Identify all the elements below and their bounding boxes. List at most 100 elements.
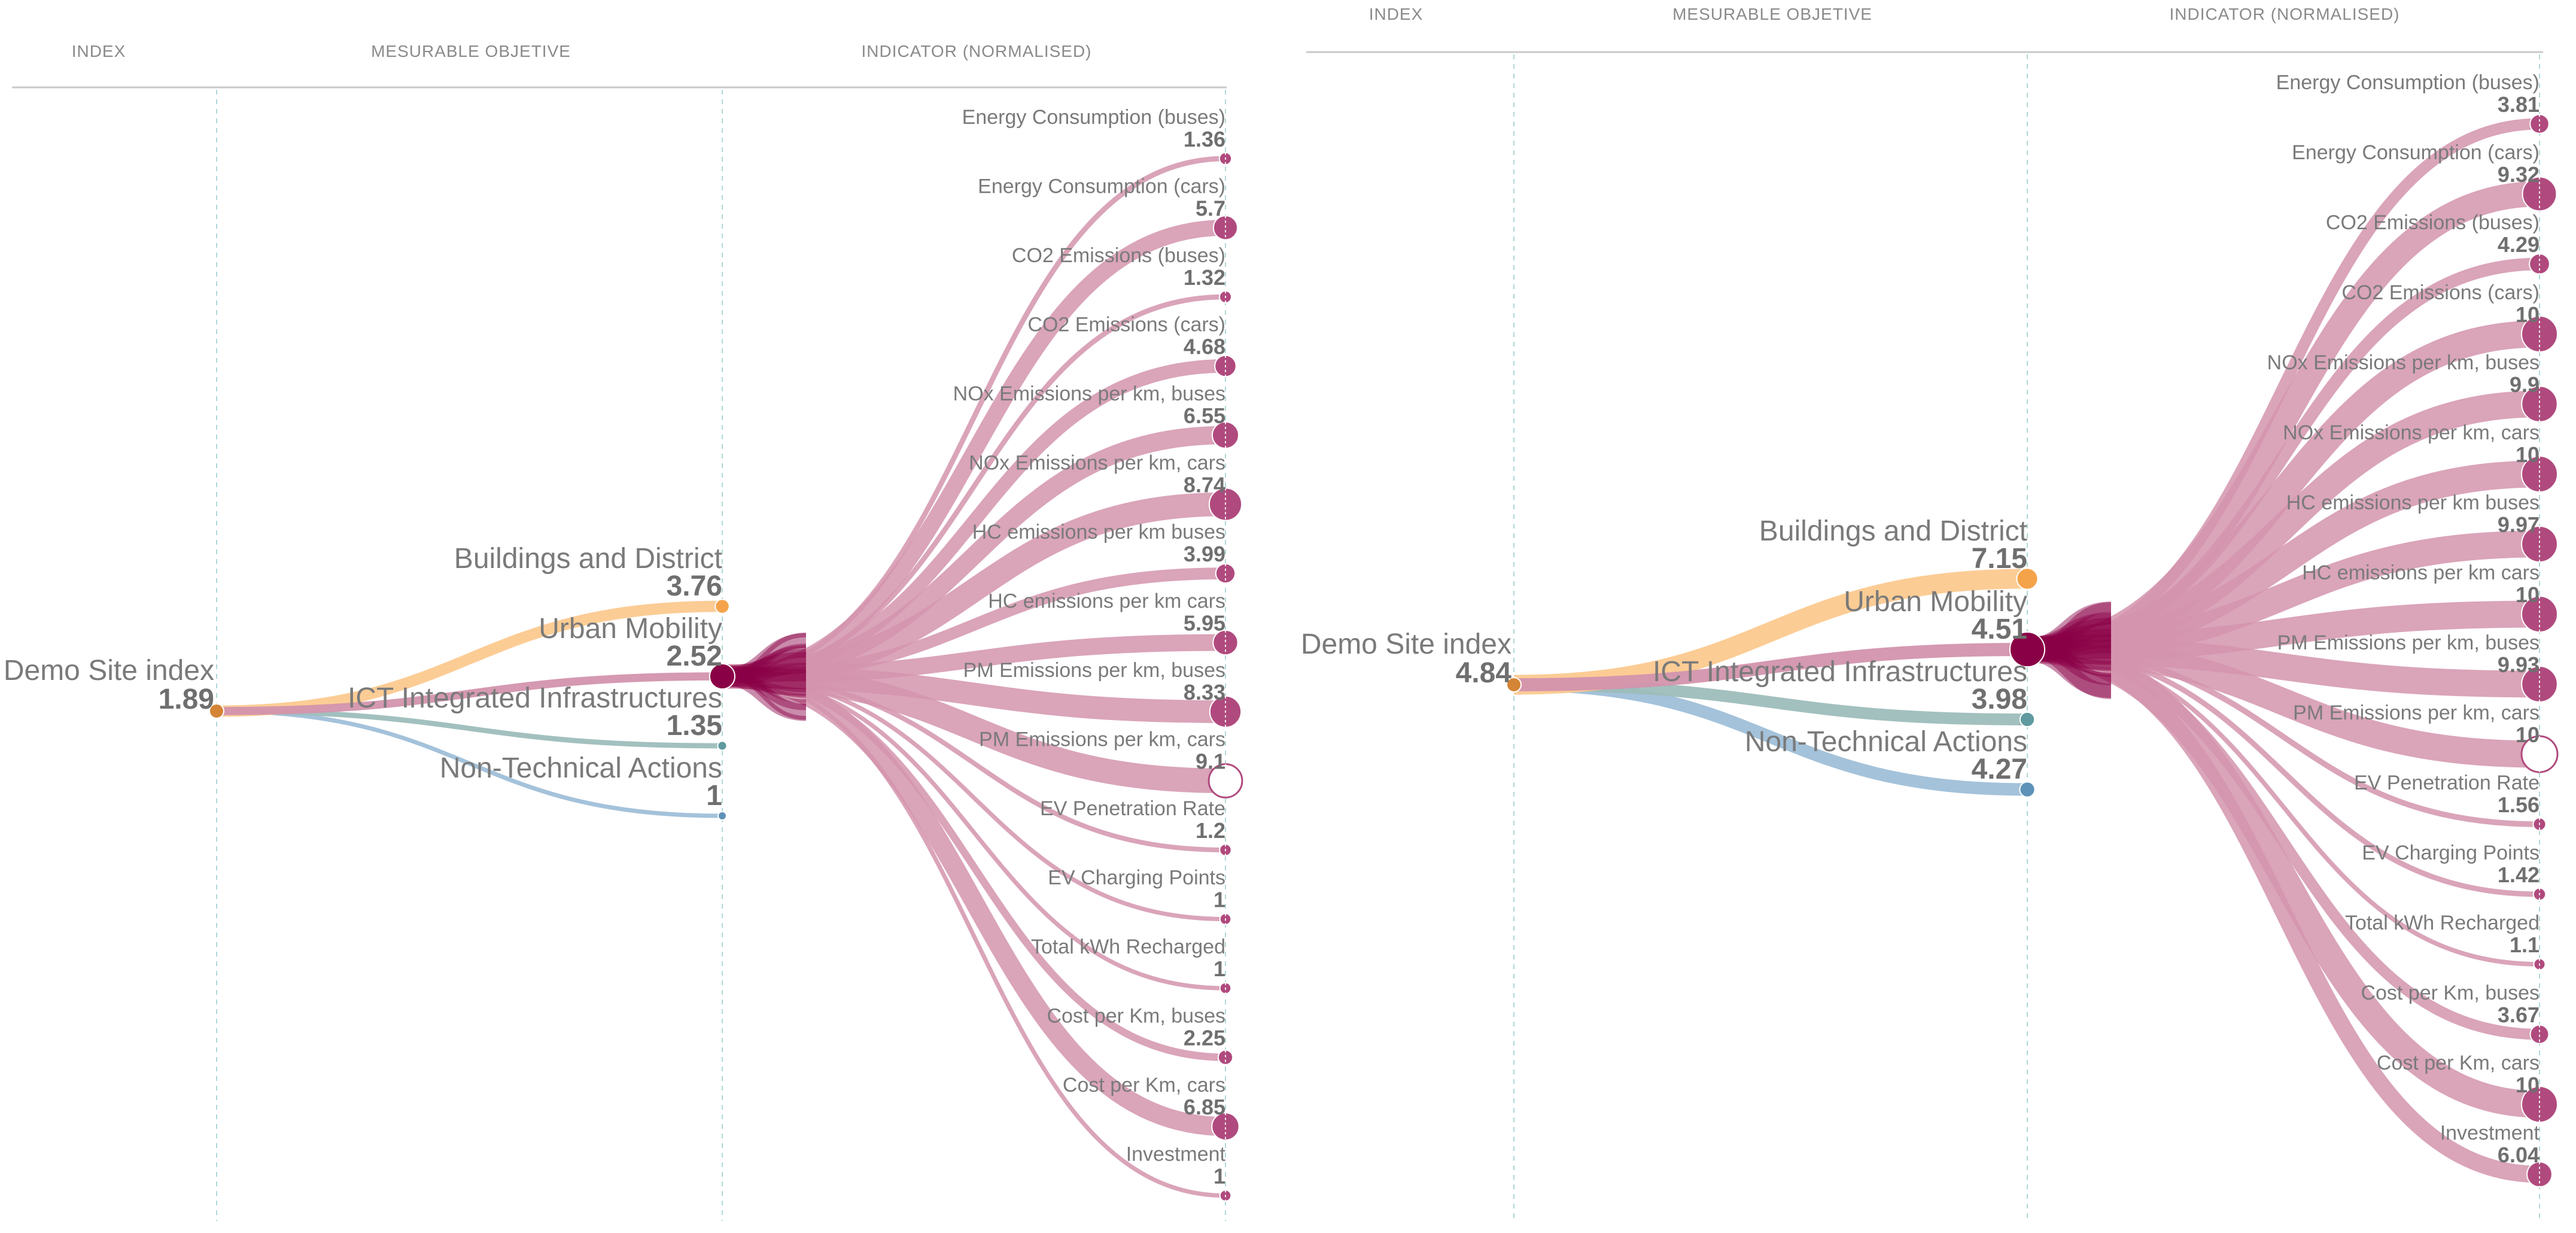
- objective-name-urban-mobility: Urban Mobility: [539, 613, 722, 645]
- indicator-value-nox-emissions-per-km-cars: 8.74: [1184, 473, 1225, 497]
- root-value: 4.84: [1456, 657, 1512, 689]
- indicator-value-co2-emissions-buses: 4.29: [2498, 232, 2539, 257]
- hub-strand: [722, 674, 807, 698]
- link-ev-penetration-rate: [2027, 646, 2540, 827]
- root-node[interactable]: [209, 703, 224, 719]
- indicator-name-ev-charging-points: EV Charging Points: [2362, 842, 2539, 864]
- objective-name-buildings-and-district: Buildings and District: [1759, 515, 2027, 547]
- indicator-name-co2-emissions-cars: CO2 Emissions (cars): [1027, 314, 1225, 336]
- indicator-name-nox-emissions-per-km-cars: NOx Emissions per km, cars: [2283, 421, 2539, 444]
- indicator-name-energy-consumption-cars: Energy Consumption (cars): [2292, 141, 2539, 164]
- indicator-name-pm-emissions-per-km-cars: PM Emissions per km, cars: [2293, 701, 2539, 724]
- objective-value-buildings-and-district: 7.15: [1972, 543, 2027, 575]
- link-cost-per-km-cars: [722, 667, 1226, 1136]
- panel-1: INDEX MESURABLE OBJETIVE INDICATOR (NORMAL…: [4, 42, 1243, 1221]
- root-name: Demo Site index: [4, 655, 214, 687]
- objective-node-non-technical-actions[interactable]: [717, 811, 727, 821]
- link-pm-emissions-per-km-cars: [722, 664, 1226, 794]
- indicator-value-cost-per-km-cars: 10: [2516, 1073, 2539, 1097]
- hub-strand: [722, 632, 807, 679]
- link-root-urban-mobility: [216, 672, 723, 715]
- indicator-value-pm-emissions-per-km-buses: 8.33: [1184, 680, 1225, 704]
- header-indicator: INDICATOR (NORMALISED): [862, 42, 1092, 60]
- objective-name-ict-integrated-infrastructures: ICT Integrated Infrastructures: [1653, 656, 2027, 688]
- header-index: INDEX: [1369, 5, 1424, 23]
- indicator-value-pm-emissions-per-km-cars: 10: [2516, 722, 2539, 747]
- objective-name-urban-mobility: Urban Mobility: [1844, 586, 2027, 618]
- objective-value-non-technical-actions: 4.27: [1972, 754, 2027, 785]
- link-investment: [2027, 640, 2540, 1183]
- header-objective: MESURABLE OBJETIVE: [1672, 5, 1872, 23]
- hub-strand: [722, 667, 807, 721]
- root-value: 1.89: [159, 684, 214, 715]
- objective-node-non-technical-actions[interactable]: [2019, 781, 2036, 798]
- objective-name-non-technical-actions: Non-Technical Actions: [1745, 726, 2027, 758]
- indicator-name-pm-emissions-per-km-buses: PM Emissions per km, buses: [963, 659, 1225, 682]
- hub-strand: [722, 643, 807, 679]
- indicator-value-total-kwh-recharged: 1.1: [2510, 933, 2539, 957]
- indicator-name-total-kwh-recharged: Total kWh Recharged: [1031, 936, 1225, 958]
- objective-node-ict-integrated-infrastructures[interactable]: [2019, 711, 2036, 728]
- root-name: Demo Site index: [1301, 628, 1511, 660]
- objective-name-buildings-and-district: Buildings and District: [454, 543, 722, 575]
- objective-value-urban-mobility: 4.51: [1972, 614, 2027, 645]
- header-indicator: INDICATOR (NORMALISED): [2170, 5, 2400, 23]
- indicator-name-hc-emissions-per-km-cars: HC emissions per km cars: [988, 590, 1225, 613]
- indicator-value-ev-penetration-rate: 1.2: [1196, 818, 1225, 843]
- root-node[interactable]: [1506, 677, 1522, 693]
- indicator-value-energy-consumption-cars: 9.32: [2498, 162, 2539, 187]
- header-objective: MESURABLE OBJETIVE: [371, 42, 571, 60]
- indicator-value-hc-emissions-per-km-cars: 5.95: [1184, 611, 1225, 636]
- indicator-value-energy-consumption-buses: 1.36: [1184, 127, 1225, 151]
- indicator-value-co2-emissions-cars: 10: [2516, 302, 2539, 327]
- indicator-name-co2-emissions-cars: CO2 Emissions (cars): [2341, 281, 2539, 304]
- indicator-value-investment: 1: [1214, 1164, 1225, 1189]
- objective-value-ict-integrated-infrastructures: 3.98: [1972, 684, 2027, 715]
- indicator-value-pm-emissions-per-km-cars: 9.1: [1196, 749, 1225, 774]
- indicator-name-hc-emissions-per-km-buses: HC emissions per km buses: [2286, 491, 2539, 514]
- indicator-name-hc-emissions-per-km-buses: HC emissions per km buses: [972, 521, 1225, 543]
- indicator-value-hc-emissions-per-km-buses: 3.99: [1184, 542, 1225, 566]
- indicator-value-ev-penetration-rate: 1.56: [2498, 792, 2539, 817]
- indicator-name-energy-consumption-buses: Energy Consumption (buses): [2276, 71, 2539, 94]
- indicator-value-total-kwh-recharged: 1: [1214, 956, 1225, 981]
- indicator-value-ev-charging-points: 1: [1214, 888, 1225, 912]
- indicator-value-nox-emissions-per-km-buses: 6.55: [1184, 403, 1225, 428]
- link-pm-emissions-per-km-cars: [2027, 636, 2540, 768]
- indicator-name-nox-emissions-per-km-buses: NOx Emissions per km, buses: [953, 382, 1225, 405]
- link-ev-penetration-rate: [722, 673, 1226, 853]
- indicator-value-co2-emissions-buses: 1.32: [1184, 265, 1225, 290]
- indicator-value-ev-charging-points: 1.42: [2498, 863, 2539, 887]
- objective-value-buildings-and-district: 3.76: [667, 570, 722, 602]
- indicator-name-cost-per-km-cars: Cost per Km, cars: [1063, 1074, 1225, 1097]
- indicator-name-hc-emissions-per-km-cars: HC emissions per km cars: [2302, 561, 2539, 584]
- indicator-name-total-kwh-recharged: Total kWh Recharged: [2345, 912, 2539, 934]
- indicator-value-hc-emissions-per-km-cars: 10: [2516, 582, 2539, 607]
- indicator-value-co2-emissions-cars: 4.68: [1184, 335, 1225, 359]
- hub-strand: [722, 649, 807, 685]
- objective-node-ict-integrated-infrastructures[interactable]: [717, 740, 728, 751]
- hub-strand: [722, 673, 807, 710]
- objective-name-ict-integrated-infrastructures: ICT Integrated Infrastructures: [348, 682, 722, 714]
- indicator-value-cost-per-km-buses: 3.67: [2498, 1003, 2539, 1027]
- indicator-name-co2-emissions-buses: CO2 Emissions (buses): [1012, 244, 1225, 267]
- indicator-name-cost-per-km-cars: Cost per Km, cars: [2377, 1052, 2539, 1074]
- objective-node-buildings-and-district[interactable]: [714, 599, 730, 614]
- objective-node-urban-mobility[interactable]: [2009, 631, 2046, 668]
- indicator-name-energy-consumption-cars: Energy Consumption (cars): [978, 175, 1225, 198]
- indicator-name-investment: Investment: [2440, 1122, 2540, 1144]
- link-root-non-technical-actions: [216, 709, 723, 818]
- link-ev-charging-points: [722, 674, 1226, 922]
- indicator-name-pm-emissions-per-km-cars: PM Emissions per km, cars: [979, 728, 1225, 751]
- link-energy-consumption-cars: [722, 220, 1226, 685]
- objective-node-urban-mobility[interactable]: [708, 663, 736, 690]
- indicator-value-energy-consumption-cars: 5.7: [1196, 196, 1225, 221]
- objective-value-urban-mobility: 2.52: [667, 640, 722, 672]
- objective-node-buildings-and-district[interactable]: [2016, 567, 2039, 590]
- hub-strand: [722, 633, 807, 684]
- indicator-name-ev-penetration-rate: EV Penetration Rate: [1040, 797, 1225, 820]
- indicator-value-nox-emissions-per-km-buses: 9.9: [2510, 372, 2539, 397]
- header-index: INDEX: [72, 42, 126, 60]
- hub-strand: [722, 674, 807, 703]
